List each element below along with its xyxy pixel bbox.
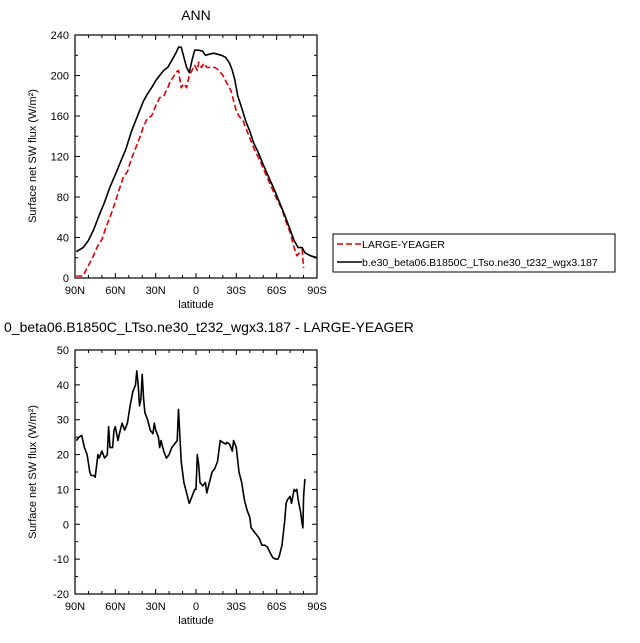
legend-label-1: LARGE-YEAGER (362, 239, 445, 251)
y-tick-label: 40 (57, 233, 69, 245)
x-tick-label: 90N (65, 285, 85, 297)
x-tick-label: 30N (146, 285, 166, 297)
legend-box (332, 233, 616, 273)
y-tick-label: 20 (57, 450, 69, 462)
x-tick-label: 30S (227, 601, 247, 613)
x-tick-label: 60S (267, 601, 287, 613)
x-tick-label: 30S (227, 285, 247, 297)
y-tick-label: 120 (51, 152, 69, 164)
top-panel: ANN 90N 60N 30N 0 30S 60S 90S 0 40 80 120 160 200 240 l… (27, 7, 327, 311)
y-tick-label: 80 (57, 192, 69, 204)
x-tick-label: 90S (307, 601, 327, 613)
legend-label-2: b.e30_beta06.B1850C_LTso.ne30_t232_wgx3.… (362, 257, 598, 269)
x-tick-label: 0 (193, 601, 199, 613)
y-axis-label: Surface net SW flux (W/m²) (27, 405, 39, 539)
x-tick-label: 60N (105, 601, 125, 613)
y-tick-label: 240 (51, 30, 69, 42)
series-line-1 (75, 370, 306, 560)
y-tick-label: -10 (53, 554, 69, 566)
y-tick-label: 40 (57, 380, 69, 392)
x-tick-label: 0 (193, 285, 199, 297)
y-tick-label: -20 (53, 589, 69, 601)
x-axis-label: latitude (178, 299, 213, 311)
y-tick-label: 0 (63, 273, 69, 285)
legend: LARGE-YEAGER b.e30_beta06.B1850C_LTso.ne3… (332, 233, 616, 273)
x-tick-label: 60N (105, 285, 125, 297)
x-tick-label: 30N (146, 601, 166, 613)
bottom-panel: 0_beta06.B1850C_LTso.ne30_t232_wgx3.187 … (4, 319, 414, 627)
x-tick-label: 90N (65, 601, 85, 613)
panel-title: 0_beta06.B1850C_LTso.ne30_t232_wgx3.187 … (4, 319, 414, 335)
y-tick-label: 200 (51, 71, 69, 83)
x-tick-label: 60S (267, 285, 287, 297)
y-tick-label: 50 (57, 345, 69, 357)
series-line-1 (76, 61, 305, 277)
x-tick-label: 90S (307, 285, 327, 297)
x-axis-label: latitude (178, 615, 213, 627)
panel-title: ANN (181, 7, 211, 23)
y-tick-label: 10 (57, 484, 69, 496)
y-tick-label: 30 (57, 415, 69, 427)
y-tick-label: 160 (51, 111, 69, 123)
series-line-2 (75, 46, 318, 259)
plot-frame (74, 34, 318, 279)
y-axis-label: Surface net SW flux (W/m²) (27, 89, 39, 223)
y-tick-label: 0 (63, 519, 69, 531)
